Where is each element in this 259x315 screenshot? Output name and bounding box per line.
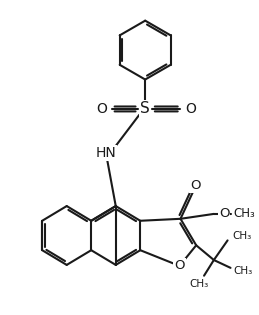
Text: O: O xyxy=(185,102,196,116)
Text: CH₃: CH₃ xyxy=(233,207,255,220)
Text: HN: HN xyxy=(96,146,116,160)
Text: S: S xyxy=(140,101,150,117)
Text: O: O xyxy=(190,179,200,192)
Text: CH₃: CH₃ xyxy=(233,266,253,276)
Text: O: O xyxy=(219,207,229,220)
Text: CH₃: CH₃ xyxy=(190,278,209,289)
Text: O: O xyxy=(174,259,185,272)
Text: O: O xyxy=(97,102,107,116)
Text: CH₃: CH₃ xyxy=(233,232,252,242)
